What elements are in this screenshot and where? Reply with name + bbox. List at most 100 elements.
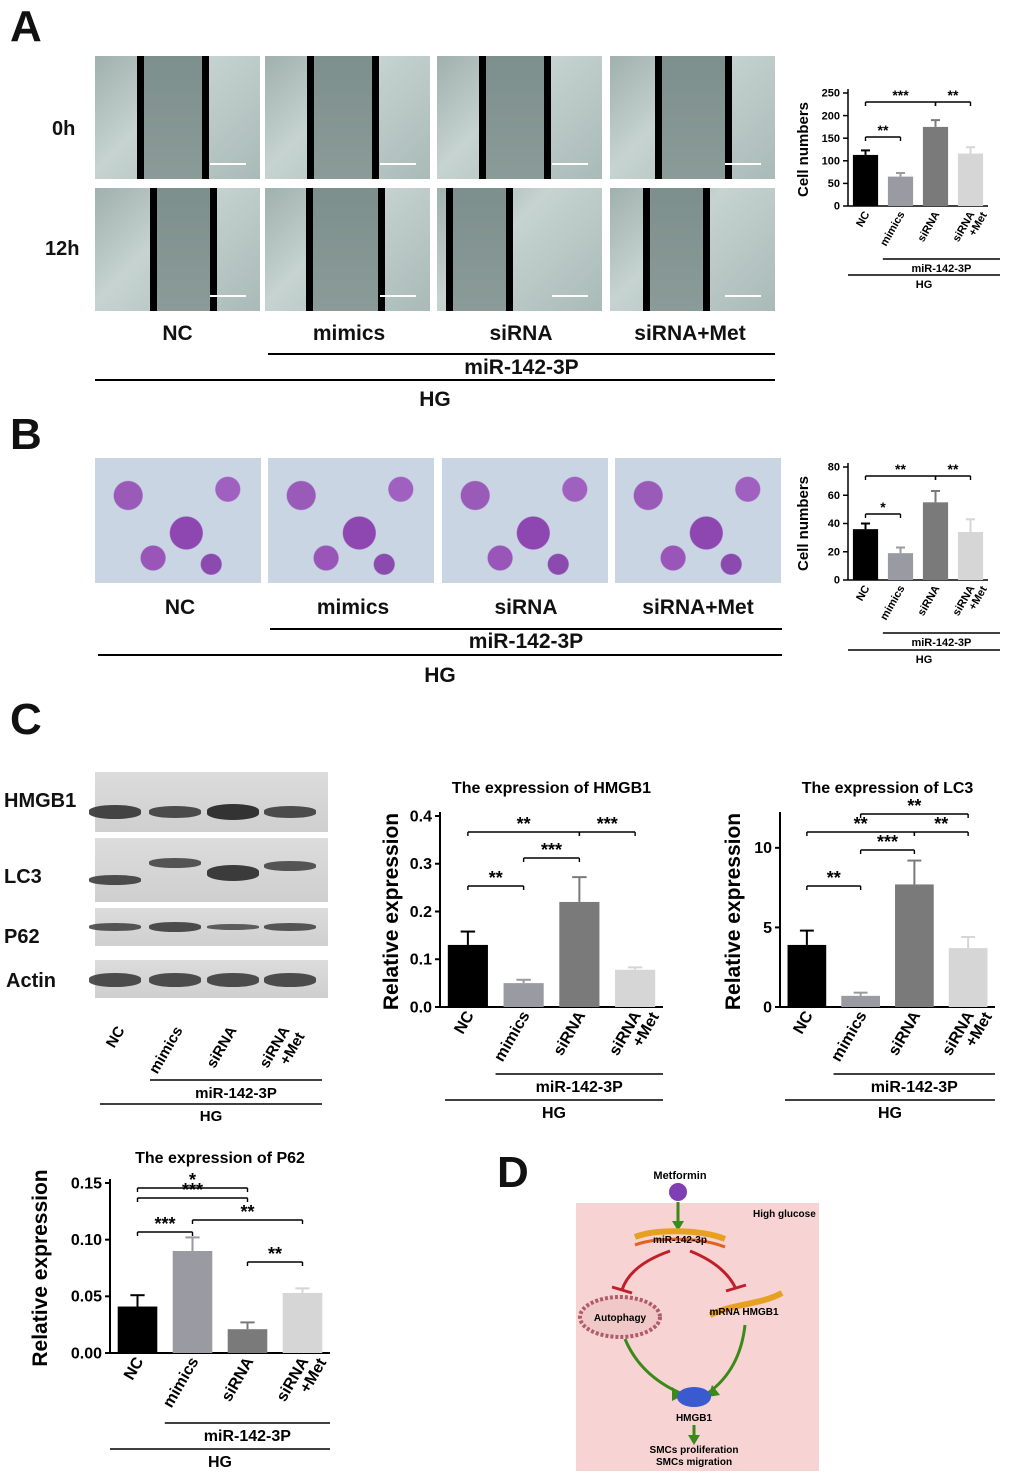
sig-label: *** <box>597 814 618 834</box>
sig-label: *** <box>154 1214 175 1234</box>
inhibit-mrna <box>689 1249 738 1290</box>
chart-lc3-expression: The expression of LC3 Relative expression… <box>722 780 996 1122</box>
blot-label-lc3: LC3 <box>4 866 42 888</box>
wound-image <box>95 56 260 179</box>
y-tick-label: 0.10 <box>71 1232 102 1249</box>
x-tick-label-part: NC <box>451 1008 477 1037</box>
sig-label: ** <box>827 868 841 888</box>
bar <box>895 884 934 1007</box>
blot-label-p62: P62 <box>4 926 40 948</box>
sig-label: ** <box>948 461 959 477</box>
mechanism-diagram: Metformin High glucose miR-142-3p Autoph… <box>576 1170 819 1471</box>
x-tick-label: siRNA+Met <box>274 1347 331 1413</box>
wound-image <box>265 56 430 179</box>
inhibit-autophagy <box>620 1249 671 1291</box>
y-axis-label: Relative expression <box>380 813 403 1010</box>
x-tick-label: mimics <box>878 210 907 249</box>
chart-hmgb1-expression: The expression of HMGB1 Relative expressi… <box>380 780 663 1122</box>
diagram-out1: SMCs proliferation <box>650 1445 739 1456</box>
y-tick-label: 0.1 <box>410 952 432 969</box>
transwell-image <box>95 458 261 583</box>
sig-label: ** <box>854 814 868 834</box>
x-tick-label: siRNA <box>886 1008 925 1058</box>
blot-band <box>89 973 141 987</box>
hmgb1-icon <box>677 1387 711 1407</box>
bar <box>852 154 879 206</box>
b-group-label-sirna-met: siRNA+Met <box>642 596 754 619</box>
sig-label: ** <box>948 87 959 103</box>
blot-band <box>264 973 316 987</box>
wound-image <box>610 56 775 179</box>
autophagy-icon <box>578 1295 662 1339</box>
transwell-image <box>268 458 434 583</box>
chart-b-cell-numbers: Cell numbers 0 20 40 60 80 NC mimics siRNA siRNA+… <box>795 461 1000 666</box>
group-mir-label: miR-142-3P <box>871 1079 958 1096</box>
blot-label-actin: Actin <box>6 970 56 992</box>
sig-label: *** <box>877 832 898 852</box>
bar <box>282 1292 323 1353</box>
y-tick-label: 20 <box>828 546 840 558</box>
bar <box>887 553 914 580</box>
blot-band <box>89 923 141 931</box>
blot-band <box>149 922 201 932</box>
x-tick-label-part: NC <box>854 583 872 603</box>
diagram-high-glucose: High glucose <box>753 1209 816 1220</box>
x-tick-label: NC <box>854 583 872 603</box>
x-tick-label-part: NC <box>790 1008 816 1037</box>
blot-band <box>207 973 259 987</box>
metformin-icon <box>669 1183 687 1201</box>
y-tick-label: 40 <box>828 518 840 530</box>
b-group-label-mir: miR-142-3P <box>468 630 584 653</box>
y-tick-label: 0.05 <box>71 1289 102 1306</box>
blot-band <box>264 861 316 871</box>
b-group-label-sirna: siRNA <box>494 596 558 619</box>
group-label-sirna-met: siRNA+Met <box>634 322 746 345</box>
x-tick-label: siRNA+Met <box>951 204 990 249</box>
wound-image <box>437 56 602 179</box>
b-group-label-nc: NC <box>164 596 196 619</box>
sig-label: *** <box>541 840 562 860</box>
y-tick-label: 0.2 <box>410 904 432 921</box>
sig-label: *** <box>892 87 909 103</box>
time-label-0h: 0h <box>52 118 76 140</box>
blot-band <box>264 923 316 931</box>
group-label-sirna: siRNA <box>489 322 553 345</box>
sig-label: ** <box>878 122 889 138</box>
chart-p62-expression: The expression of P62 Relative expression… <box>29 1150 331 1471</box>
group-mir-label: miR-142-3P <box>536 1079 623 1096</box>
y-tick-label: 0.15 <box>71 1175 102 1192</box>
sig-label: ** <box>934 814 948 834</box>
group-label-mir: miR-142-3P <box>464 356 579 379</box>
diagram-out2: SMCs migration <box>656 1457 732 1468</box>
blot-band <box>207 804 259 820</box>
b-mir-group-line <box>270 628 782 630</box>
bar <box>787 944 827 1007</box>
diagram-mir: miR-142-3p <box>653 1235 707 1246</box>
y-tick-label: 0.3 <box>410 856 432 873</box>
y-tick-label: 200 <box>822 110 840 122</box>
chart-title: The expression of LC3 <box>802 780 974 797</box>
x-tick-label-part: siRNA <box>551 1008 590 1058</box>
sig-label: * <box>189 1170 196 1190</box>
x-tick-label-part: mimics <box>160 1354 202 1410</box>
sig-label: ** <box>489 868 503 888</box>
blot-band <box>149 973 201 987</box>
x-tick-label: mimics <box>160 1354 202 1410</box>
blot-band <box>264 806 316 818</box>
mir-strand-icon <box>633 1228 727 1242</box>
bar <box>615 969 656 1007</box>
group-hg-label: HG <box>542 1105 566 1122</box>
blot-label-hmgb1: HMGB1 <box>4 790 77 812</box>
panel-label-b: B <box>10 410 42 459</box>
x-tick-label-part: siRNA <box>886 1008 925 1058</box>
sig-label: ** <box>895 461 906 477</box>
x-tick-label: siRNA <box>916 209 943 244</box>
transwell-image <box>442 458 608 583</box>
panel-label-d: D <box>497 1148 529 1197</box>
x-tick-label-part: siRNA <box>916 583 943 618</box>
sig-label: * <box>880 499 886 515</box>
x-tick-label: siRNA+Met <box>606 1001 663 1067</box>
x-tick-label-part: mimics <box>491 1008 533 1064</box>
bar <box>227 1329 268 1353</box>
bar <box>852 529 879 580</box>
